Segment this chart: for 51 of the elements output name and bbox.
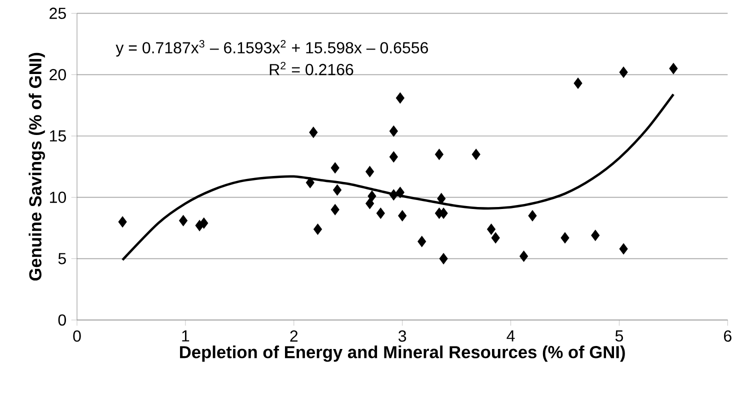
point	[118, 216, 127, 228]
x-tick-label: 0	[73, 330, 81, 342]
y-tick-label: 15	[50, 130, 66, 142]
point	[619, 66, 628, 78]
point	[418, 236, 426, 248]
point	[574, 78, 582, 89]
point	[396, 186, 404, 198]
point	[389, 151, 398, 162]
point	[396, 92, 404, 104]
x-tick-label: 3	[398, 330, 406, 342]
y-tick-label: 25	[50, 8, 66, 19]
point	[491, 232, 500, 244]
point	[306, 177, 314, 188]
point	[376, 208, 385, 219]
point	[389, 125, 398, 137]
point	[366, 166, 374, 178]
x-tick-label: 1	[182, 330, 190, 342]
point	[398, 210, 407, 222]
x-tick-label: 2	[290, 330, 298, 342]
annotation: y = 0.7187x$^{3}$ – 6.1593x$^{2}$ + 15.598x – 0.6556	[116, 40, 428, 57]
point	[591, 230, 600, 241]
point	[472, 148, 480, 160]
y-tick-label: 20	[50, 69, 66, 80]
point	[528, 210, 537, 222]
point	[200, 217, 208, 229]
x-tick-label: 6	[724, 330, 732, 342]
annotation: R$^{2}$ = 0.2166	[270, 62, 354, 76]
line-series	[121, 93, 675, 262]
y-tick-label: 0	[58, 314, 66, 326]
point	[389, 189, 398, 200]
y-tick-label: 10	[50, 192, 66, 203]
point	[330, 162, 340, 174]
point	[313, 224, 322, 235]
point	[434, 148, 444, 160]
point	[560, 232, 570, 244]
x-tick-label: 4	[506, 330, 515, 342]
point	[332, 184, 342, 196]
point	[366, 198, 374, 210]
point	[179, 215, 188, 226]
point	[486, 224, 496, 235]
point	[439, 253, 448, 264]
point	[330, 204, 340, 216]
point	[368, 190, 376, 202]
x-tick-label: 5	[615, 330, 623, 342]
point	[520, 250, 528, 262]
y-tick-label: 5	[58, 253, 66, 264]
y-axis-title: Genuine Savings (% of GNI)	[28, 52, 45, 281]
x-axis-title: Depletion of Energy and Mineral Resources (% of GNI)	[180, 346, 625, 362]
point	[309, 126, 318, 138]
point	[669, 62, 678, 74]
point	[619, 243, 628, 254]
